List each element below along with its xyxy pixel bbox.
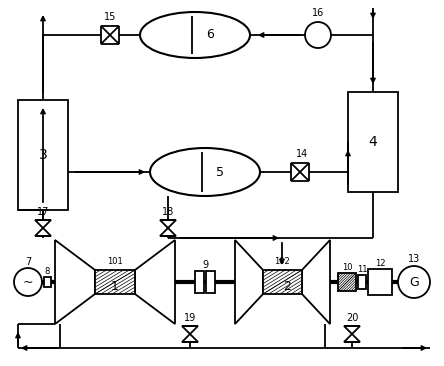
Text: 1: 1	[111, 280, 119, 294]
Circle shape	[305, 22, 331, 48]
Text: 11: 11	[357, 265, 367, 274]
Polygon shape	[291, 163, 300, 181]
Polygon shape	[101, 26, 110, 44]
Text: 19: 19	[184, 313, 196, 323]
Text: 101: 101	[107, 258, 123, 266]
Polygon shape	[235, 240, 263, 324]
Ellipse shape	[140, 12, 250, 58]
Polygon shape	[35, 228, 51, 236]
Polygon shape	[55, 240, 95, 324]
Polygon shape	[160, 228, 176, 236]
Bar	[95, 270, 135, 294]
Text: 14: 14	[296, 149, 308, 159]
Circle shape	[14, 268, 42, 296]
Text: 12: 12	[375, 258, 385, 268]
Polygon shape	[182, 326, 198, 334]
Text: 9: 9	[202, 260, 208, 270]
Bar	[348, 92, 398, 192]
Bar	[358, 275, 366, 289]
Text: 13: 13	[408, 254, 420, 264]
Text: 4: 4	[369, 135, 377, 149]
Polygon shape	[35, 220, 51, 228]
Bar	[368, 269, 392, 295]
Polygon shape	[182, 334, 198, 342]
Text: 17: 17	[37, 207, 49, 217]
Polygon shape	[135, 240, 175, 324]
Polygon shape	[302, 240, 330, 324]
Text: 10: 10	[342, 264, 352, 273]
Text: 5: 5	[216, 165, 224, 179]
Text: 8: 8	[44, 268, 50, 276]
Text: 16: 16	[312, 8, 324, 18]
Bar	[18, 100, 68, 210]
Text: 7: 7	[25, 257, 31, 267]
Text: 15: 15	[104, 12, 116, 22]
Text: 2: 2	[283, 280, 291, 294]
Text: 18: 18	[162, 207, 174, 217]
Circle shape	[398, 266, 430, 298]
Polygon shape	[344, 326, 360, 334]
Text: 6: 6	[206, 29, 214, 41]
Bar	[206, 271, 215, 293]
Text: 20: 20	[346, 313, 358, 323]
Polygon shape	[160, 220, 176, 228]
Polygon shape	[110, 26, 119, 44]
Bar	[338, 273, 356, 291]
Polygon shape	[344, 334, 360, 342]
Bar	[44, 277, 51, 287]
Bar	[263, 270, 302, 294]
Bar	[195, 271, 204, 293]
Text: 3: 3	[39, 148, 48, 162]
Text: 102: 102	[274, 258, 290, 266]
Text: ~: ~	[23, 276, 33, 288]
Ellipse shape	[150, 148, 260, 196]
Text: G: G	[409, 276, 419, 288]
Polygon shape	[300, 163, 309, 181]
